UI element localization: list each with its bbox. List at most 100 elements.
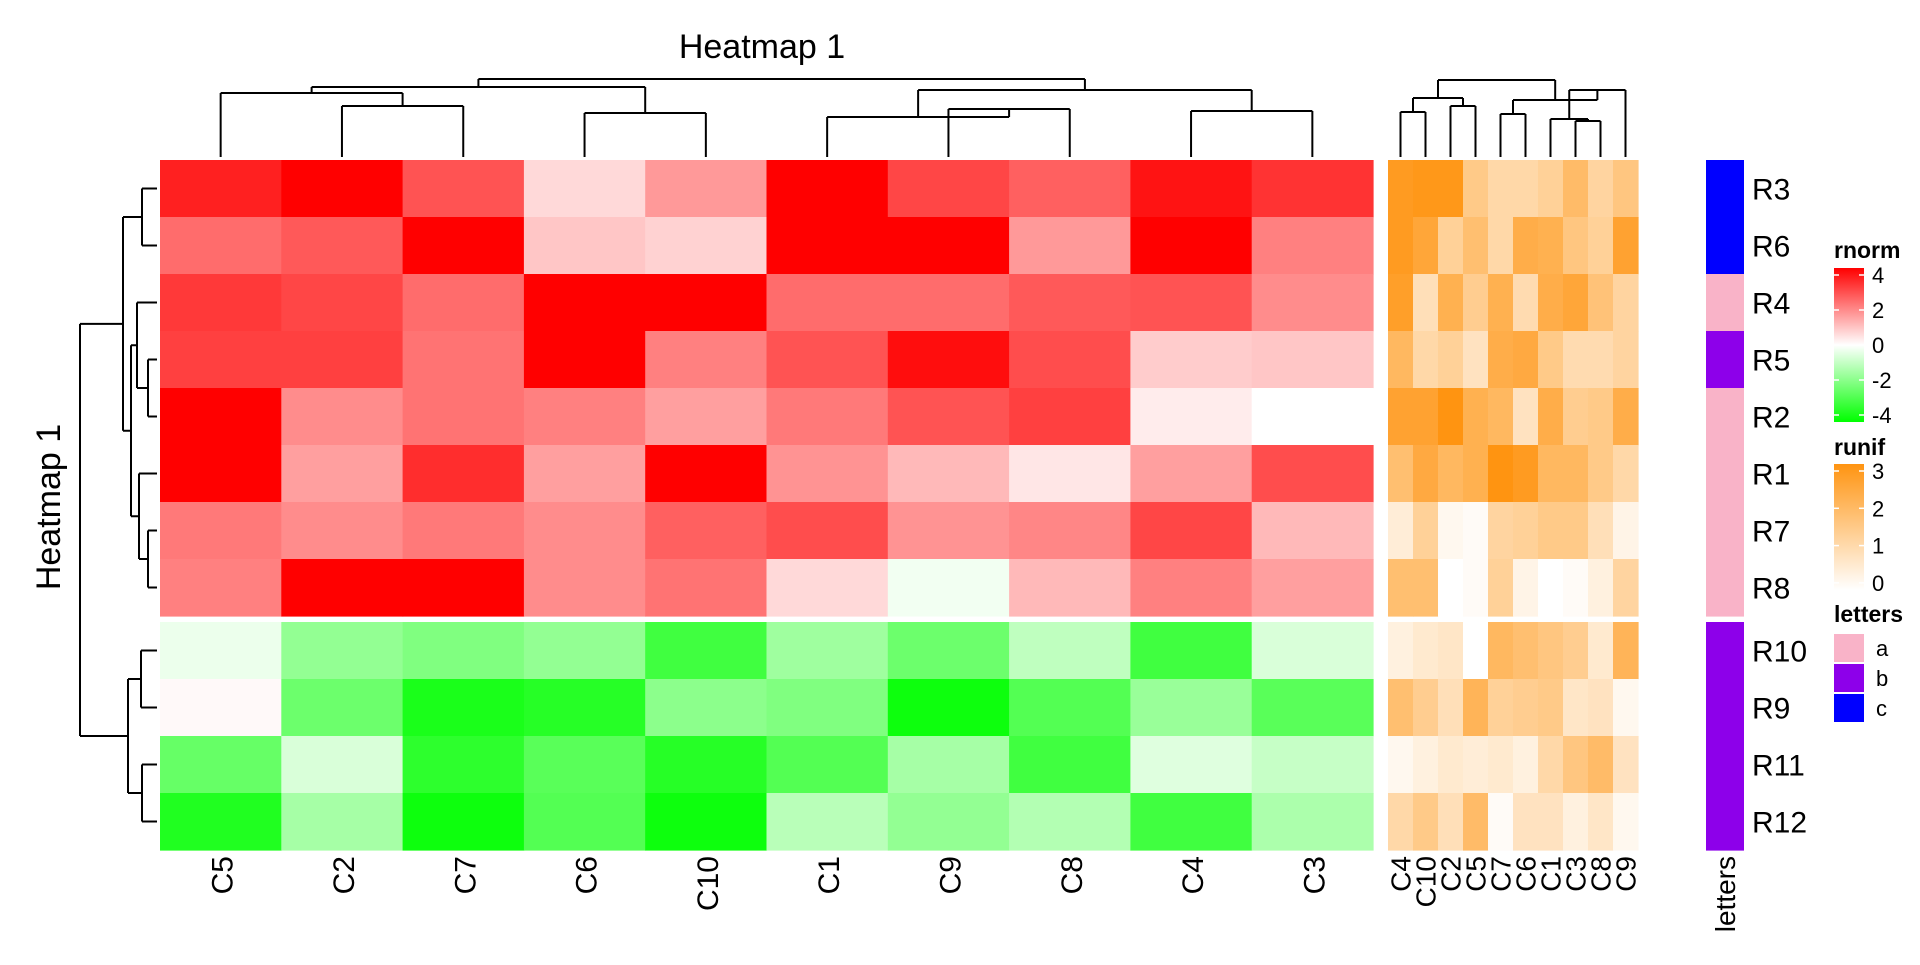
runif-column-label: C9 bbox=[1611, 856, 1642, 892]
rnorm-cell bbox=[523, 502, 646, 560]
main-column-label: C10 bbox=[692, 856, 725, 911]
runif-column-label: C3 bbox=[1561, 856, 1592, 892]
runif-cell bbox=[1463, 559, 1489, 617]
runif-cell bbox=[1438, 217, 1464, 275]
runif-cell bbox=[1588, 331, 1614, 389]
rnorm-cell bbox=[1009, 793, 1131, 851]
rnorm-cell bbox=[766, 445, 889, 503]
letters-cell bbox=[1706, 793, 1744, 851]
runif-cell bbox=[1413, 793, 1439, 851]
runif-cell bbox=[1538, 217, 1564, 275]
runif-cell bbox=[1563, 736, 1589, 794]
row-label: R10 bbox=[1752, 636, 1807, 669]
rnorm-cell bbox=[766, 217, 889, 275]
runif-legend-tick: 2 bbox=[1872, 496, 1884, 521]
rnorm-cell bbox=[281, 736, 404, 794]
rnorm-cell bbox=[645, 622, 768, 680]
runif-cell bbox=[1438, 274, 1464, 332]
runif-cell bbox=[1463, 445, 1489, 503]
rnorm-cell bbox=[887, 217, 1010, 275]
main-column-label: C3 bbox=[1298, 856, 1331, 894]
rnorm-cell bbox=[160, 793, 282, 851]
runif-cell bbox=[1588, 559, 1614, 617]
runif-cell bbox=[1538, 736, 1564, 794]
main-column-label: C6 bbox=[571, 856, 604, 894]
runif-column-label: C10 bbox=[1411, 856, 1442, 907]
runif-cell bbox=[1613, 388, 1639, 446]
runif-column-label: C1 bbox=[1536, 856, 1567, 892]
runif-cell bbox=[1488, 274, 1514, 332]
runif-cell bbox=[1538, 679, 1564, 737]
runif-cell bbox=[1413, 502, 1439, 560]
runif-cell bbox=[1613, 160, 1639, 218]
runif-cell bbox=[1613, 736, 1639, 794]
rnorm-cell bbox=[645, 217, 768, 275]
runif-cell bbox=[1613, 445, 1639, 503]
row-label: R9 bbox=[1752, 693, 1790, 726]
rnorm-cell bbox=[281, 679, 404, 737]
rnorm-cell bbox=[887, 622, 1010, 680]
runif-legend-bar bbox=[1834, 464, 1864, 590]
annotation-label: letters bbox=[1710, 856, 1741, 932]
rnorm-cell bbox=[766, 559, 889, 617]
runif-cell bbox=[1463, 622, 1489, 680]
rnorm-cell bbox=[1009, 445, 1131, 503]
rnorm-cell bbox=[1009, 622, 1131, 680]
row-label: R8 bbox=[1752, 573, 1790, 606]
runif-cell bbox=[1538, 559, 1564, 617]
row-label: R12 bbox=[1752, 807, 1807, 840]
rnorm-legend-tick: -2 bbox=[1872, 368, 1892, 393]
rnorm-cell bbox=[887, 793, 1010, 851]
rnorm-cell bbox=[766, 622, 889, 680]
letters-cell bbox=[1706, 622, 1744, 680]
letters-cell bbox=[1706, 160, 1744, 218]
runif-cell bbox=[1488, 736, 1514, 794]
runif-cell bbox=[1488, 622, 1514, 680]
runif-cell bbox=[1563, 622, 1589, 680]
runif-cell bbox=[1413, 736, 1439, 794]
letters-cell bbox=[1706, 217, 1744, 275]
runif-cell bbox=[1563, 274, 1589, 332]
rnorm-cell bbox=[160, 679, 282, 737]
runif-cell bbox=[1488, 679, 1514, 737]
rnorm-cell bbox=[1009, 502, 1131, 560]
runif-cell bbox=[1413, 274, 1439, 332]
rnorm-cell bbox=[160, 217, 282, 275]
letters-legend-swatch bbox=[1834, 664, 1864, 692]
rnorm-cell bbox=[887, 388, 1010, 446]
rnorm-cell bbox=[1251, 793, 1374, 851]
rnorm-cell bbox=[645, 559, 768, 617]
runif-legend-title: runif bbox=[1834, 434, 1885, 460]
runif-cell bbox=[1388, 736, 1414, 794]
rnorm-cell bbox=[1130, 679, 1253, 737]
column-title: Heatmap 1 bbox=[679, 28, 845, 66]
runif-column-label: C5 bbox=[1461, 856, 1492, 892]
runif-cell bbox=[1588, 217, 1614, 275]
rnorm-cell bbox=[1130, 736, 1253, 794]
runif-cell bbox=[1563, 160, 1589, 218]
rnorm-cell bbox=[160, 559, 282, 617]
runif-cell bbox=[1438, 388, 1464, 446]
row-label: R11 bbox=[1752, 750, 1805, 783]
rnorm-cell bbox=[645, 502, 768, 560]
runif-cell bbox=[1513, 736, 1539, 794]
runif-cell bbox=[1388, 793, 1414, 851]
runif-cell bbox=[1388, 559, 1414, 617]
runif-cell bbox=[1588, 160, 1614, 218]
runif-cell bbox=[1538, 445, 1564, 503]
rnorm-cell bbox=[887, 679, 1010, 737]
rnorm-cell bbox=[281, 217, 404, 275]
rnorm-cell bbox=[523, 622, 646, 680]
axis-labels: C5 C2 C7 C6 C10 C1 C9 C8 C4 C3 C4C10C2C5C7C6C1C3C8… bbox=[207, 174, 1807, 933]
main-column-label: C8 bbox=[1056, 856, 1089, 894]
runif-cell bbox=[1388, 502, 1414, 560]
row-label: R5 bbox=[1752, 345, 1790, 378]
rnorm-cell bbox=[1251, 622, 1374, 680]
letters-legend-title: letters bbox=[1834, 601, 1903, 627]
runif-cell bbox=[1613, 274, 1639, 332]
rnorm-cell bbox=[523, 217, 646, 275]
rnorm-cell bbox=[160, 622, 282, 680]
rnorm-cell bbox=[402, 445, 525, 503]
runif-cell bbox=[1413, 679, 1439, 737]
